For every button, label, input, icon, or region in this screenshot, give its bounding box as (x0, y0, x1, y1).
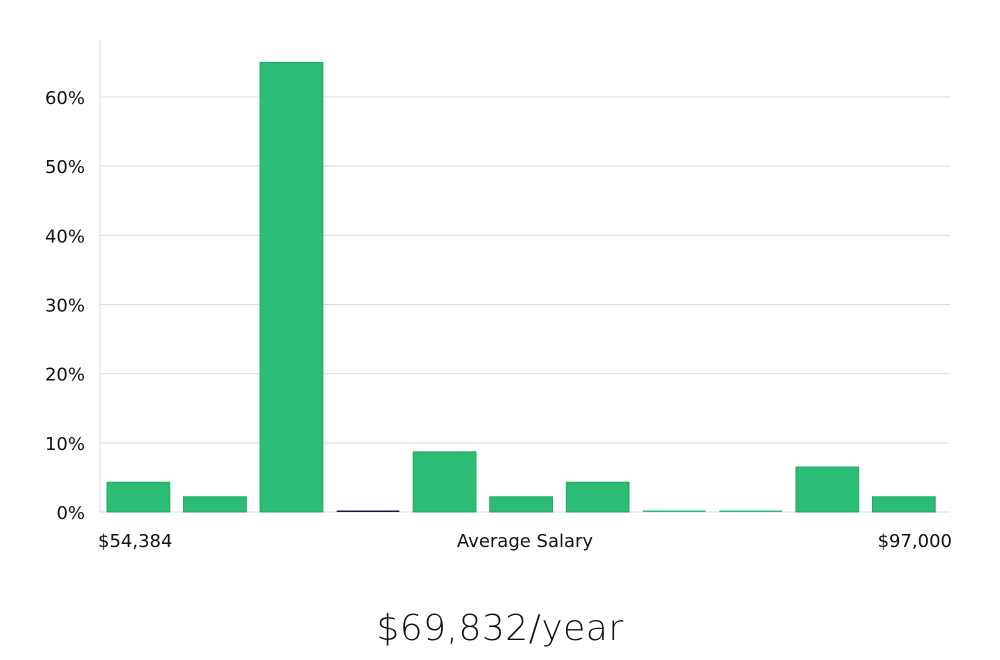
histogram-bar (795, 466, 860, 513)
y-tick-label: 50% (45, 157, 85, 178)
y-tick-label: 40% (45, 226, 85, 247)
histogram-bar (412, 451, 477, 513)
histogram-bar (106, 481, 171, 513)
histogram-bar (489, 496, 553, 513)
y-tick-label: 10% (45, 434, 85, 455)
average-salary-headline: $69,832/year (376, 608, 624, 649)
bars (106, 61, 936, 513)
histogram-bar (871, 496, 936, 513)
x-axis-title: Average Salary (457, 531, 594, 552)
histogram-bar (336, 510, 400, 512)
x-min-label: $54,384 (98, 531, 172, 552)
y-tick-labels: 0% 10% 20% 30% 40% 50% 60% (45, 88, 85, 524)
histogram-bar (565, 481, 630, 513)
grid-lines (100, 96, 950, 513)
y-tick-label: 0% (56, 503, 85, 524)
y-tick-label: 20% (45, 365, 85, 386)
histogram-bar (259, 61, 324, 513)
y-tick-label: 30% (45, 296, 85, 317)
salary-histogram-chart: 0% 10% 20% 30% 40% 50% 60% $54,384 Average Sal… (45, 40, 952, 552)
histogram-bar (642, 510, 706, 512)
y-tick-label: 60% (45, 88, 85, 109)
x-max-label: $97,000 (878, 531, 952, 552)
histogram-bar (719, 510, 783, 512)
histogram-bar (183, 496, 247, 513)
